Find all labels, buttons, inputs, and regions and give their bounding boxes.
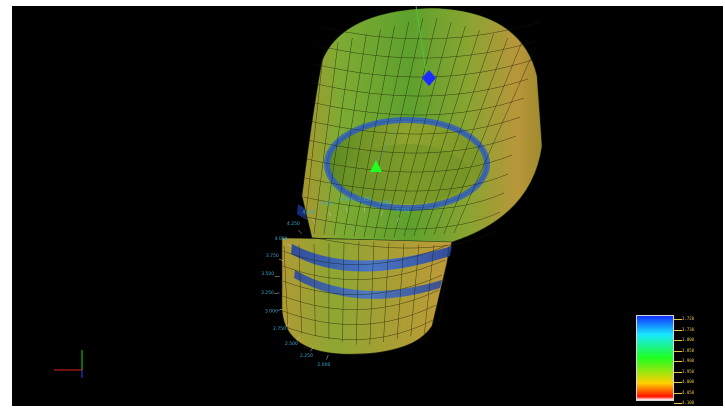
legend-tick-line	[674, 340, 682, 341]
ring-tick-label: 5.000	[339, 197, 352, 203]
ring-tick-label: 3.500	[261, 271, 274, 277]
ring-tick	[277, 308, 283, 311]
ring-tick-label: 4.500	[302, 209, 315, 215]
axis-gizmo-icon	[54, 350, 83, 378]
ring-tick	[310, 347, 314, 352]
legend-tick-label: 3.800	[682, 337, 695, 342]
legend-tick-label: 3.900	[682, 358, 695, 363]
legend-tick-label: 3.850	[682, 347, 695, 353]
ring-tick	[274, 275, 280, 277]
ring-tick	[298, 229, 303, 234]
legend-tick-label: 4.050	[682, 389, 695, 395]
ring-tick-label: 4.750	[320, 201, 333, 207]
legend-tick-label: 3.730	[682, 326, 695, 332]
3d-viewport[interactable]: 2.000 2.250 2.500 2.750 3.000 3.250 3.500 3.750…	[12, 6, 723, 406]
ring-tick-label: 2.000	[317, 362, 330, 368]
ring-tick-label: 3.000	[265, 309, 278, 315]
legend-tick-line	[674, 403, 682, 404]
ring-tick-label: 4.250	[287, 221, 300, 227]
ring-tick	[380, 210, 383, 216]
legend-tick-label: 3.950	[682, 368, 695, 374]
ring-tick	[296, 336, 301, 341]
ring-tick-label: 2.250	[300, 353, 313, 359]
ring-tick	[328, 211, 331, 217]
legend-tick-label: 3.720	[682, 316, 695, 321]
ring-tick-label: 5.250	[359, 196, 372, 202]
color-legend: 3.720 3.730 3.800 3.850 3.900 3.950 4.000 4.050…	[636, 315, 716, 406]
ring-tick-label: 5.500	[378, 200, 391, 206]
ring-tick	[396, 217, 400, 223]
legend-tick-line	[674, 350, 682, 352]
legend-tick-line	[674, 329, 682, 331]
legend-tick-label: 4.000	[682, 379, 695, 384]
legend-tick-line	[674, 382, 682, 383]
legend-tick-label: 4.100	[682, 400, 695, 405]
legend-color-bar	[636, 315, 674, 401]
ring-tick-label: 4.000	[275, 236, 288, 242]
ring-tick	[312, 219, 316, 224]
legend-tick-line	[674, 392, 682, 394]
blue-cone-marker[interactable]	[415, 6, 436, 86]
ring-tick-label: 3.750	[266, 253, 279, 259]
ring-tick	[278, 258, 284, 262]
legend-tick-line	[674, 371, 682, 373]
mesh-grid	[282, 17, 541, 355]
ring-tick-label: 2.750	[273, 326, 286, 332]
ring-tick-label: 2.500	[285, 341, 298, 347]
ring-tick	[326, 354, 329, 360]
upper-shell	[301, 7, 543, 243]
ring-tick	[285, 323, 290, 327]
ring-tick-label: 5.750	[396, 208, 409, 214]
ring-tick-label: 3.250	[261, 290, 274, 296]
green-cone-marker[interactable]	[370, 120, 401, 172]
ring-tick	[286, 243, 292, 247]
ring-tick	[346, 207, 348, 213]
legend-tick-line	[674, 361, 682, 362]
legend-tick-line	[674, 319, 682, 320]
